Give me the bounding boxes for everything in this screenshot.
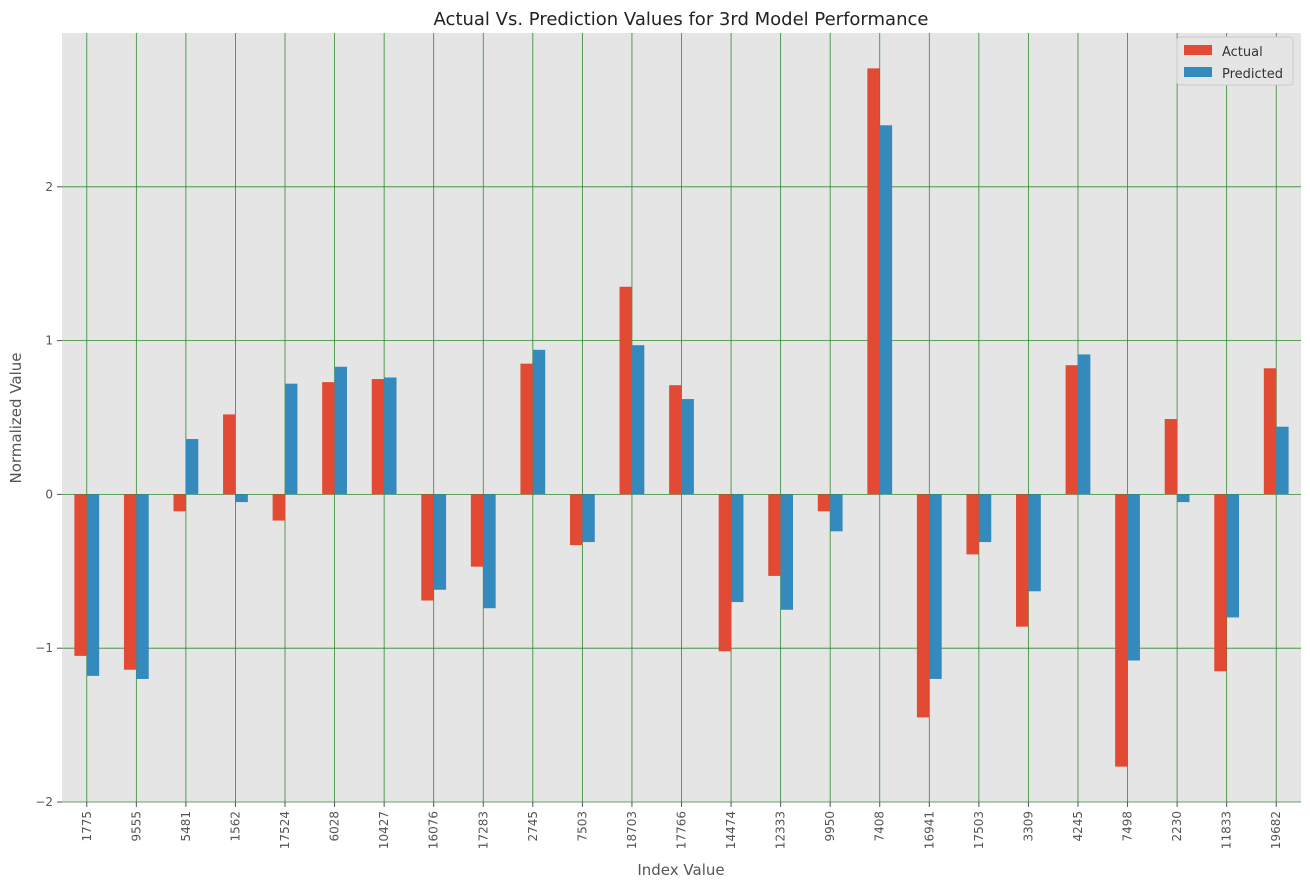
bar-predicted-17766: [681, 399, 694, 495]
bar-actual-1562: [223, 414, 236, 495]
bar-actual-7503: [569, 494, 583, 546]
bar-predicted-7498: [1127, 494, 1140, 661]
bar-actual-18703: [619, 286, 632, 495]
bar-actual-11833: [1214, 494, 1227, 672]
x-tick-label: 16076: [427, 811, 441, 849]
bar-predicted-11833: [1226, 494, 1240, 618]
bar-predicted-16076: [433, 494, 447, 590]
legend-label-predicted: Predicted: [1222, 67, 1283, 82]
x-tick-label: 9950: [823, 811, 837, 842]
bar-predicted-1775: [86, 494, 100, 676]
legend: Actual Predicted: [1176, 36, 1294, 86]
x-tick-label: 5481: [179, 811, 193, 842]
x-tick-label: 1562: [228, 811, 242, 842]
bar-actual-3309: [1016, 494, 1029, 627]
bar-actual-7498: [1115, 494, 1128, 767]
bar-actual-2230: [1164, 419, 1178, 495]
x-tick-label: 2230: [1170, 811, 1184, 842]
y-tick-label: −2: [35, 795, 53, 809]
bar-actual-17283: [470, 494, 484, 567]
y-tick-label: −1: [35, 641, 53, 655]
x-tick-label: 7498: [1121, 811, 1135, 842]
x-tick-label: 17524: [278, 811, 292, 849]
y-axis-label: Normalized Value: [7, 352, 25, 483]
bar-predicted-1562: [235, 494, 248, 503]
legend-swatch-actual: [1184, 45, 1212, 55]
bar-predicted-9950: [830, 494, 843, 532]
bar-predicted-7503: [582, 494, 595, 543]
x-tick-label: 6028: [328, 811, 342, 842]
bar-predicted-6028: [334, 366, 347, 495]
bar-actual-14474: [718, 494, 732, 652]
bar-actual-16941: [916, 494, 930, 718]
bar-predicted-17524: [285, 383, 298, 495]
bar-actual-7408: [867, 68, 880, 495]
bar-predicted-3309: [1028, 494, 1041, 592]
bar-actual-12333: [768, 494, 781, 576]
x-tick-label: 17766: [675, 811, 689, 849]
bar-actual-9950: [817, 494, 831, 512]
x-tick-label: 4245: [1071, 811, 1085, 842]
bars: [74, 68, 1289, 767]
x-tick-label: 10427: [377, 811, 391, 849]
x-tick-label: 7503: [575, 811, 589, 842]
bar-actual-17524: [272, 494, 286, 521]
bar-predicted-9555: [136, 494, 149, 679]
x-tick-label: 18703: [625, 811, 639, 849]
y-tick-label: 2: [45, 180, 53, 194]
bar-predicted-10427: [384, 377, 397, 495]
bar-actual-4245: [1065, 365, 1078, 495]
bar-predicted-14474: [731, 494, 744, 603]
bar-predicted-5481: [185, 439, 199, 495]
bar-predicted-7408: [879, 125, 893, 495]
bar-predicted-2745: [532, 349, 546, 495]
bar-actual-10427: [371, 379, 385, 495]
bar-predicted-2230: [1177, 494, 1190, 503]
legend-swatch-predicted: [1184, 67, 1212, 77]
bar-predicted-19682: [1276, 426, 1289, 495]
chart-title: Actual Vs. Prediction Values for 3rd Mod…: [434, 9, 929, 30]
x-tick-label: 14474: [724, 811, 738, 849]
x-tick-label: 2745: [526, 811, 540, 842]
bar-actual-2745: [520, 363, 533, 495]
x-tick-label: 12333: [774, 811, 788, 849]
y-tick-label: 0: [45, 487, 53, 501]
bar-predicted-4245: [1077, 354, 1091, 495]
bar-actual-9555: [123, 494, 137, 670]
bar-actual-6028: [322, 382, 335, 495]
legend-label-actual: Actual: [1222, 45, 1263, 60]
x-tick-label: 17283: [476, 811, 490, 849]
bar-actual-16076: [421, 494, 434, 601]
x-tick-label: 19682: [1269, 811, 1283, 849]
x-tick-label: 3309: [1021, 811, 1035, 842]
x-tick-label: 16941: [922, 811, 936, 849]
bar-predicted-17283: [483, 494, 496, 609]
x-tick-label: 9555: [129, 811, 143, 842]
x-tick-label: 7408: [873, 811, 887, 842]
bar-actual-17766: [669, 385, 682, 495]
x-axis-label: Index Value: [637, 861, 724, 879]
x-tick-label: 17503: [972, 811, 986, 849]
y-tick-label: 1: [45, 334, 53, 348]
bar-predicted-12333: [780, 494, 794, 610]
bar-predicted-17503: [978, 494, 992, 543]
x-tick-label: 1775: [80, 811, 94, 842]
bar-predicted-18703: [631, 345, 645, 495]
bar-actual-19682: [1263, 368, 1277, 495]
x-tick-label: 11833: [1220, 811, 1234, 849]
bar-predicted-16941: [929, 494, 942, 679]
bar-actual-1775: [74, 494, 87, 656]
x-axis-ticks: 1775 9555 5481 1562 17524 6028 10427 16076 17283…: [80, 802, 1283, 849]
bar-actual-17503: [966, 494, 979, 555]
y-axis-ticks: −2 −1 0 1 2: [35, 180, 62, 809]
bar-actual-5481: [173, 494, 186, 512]
